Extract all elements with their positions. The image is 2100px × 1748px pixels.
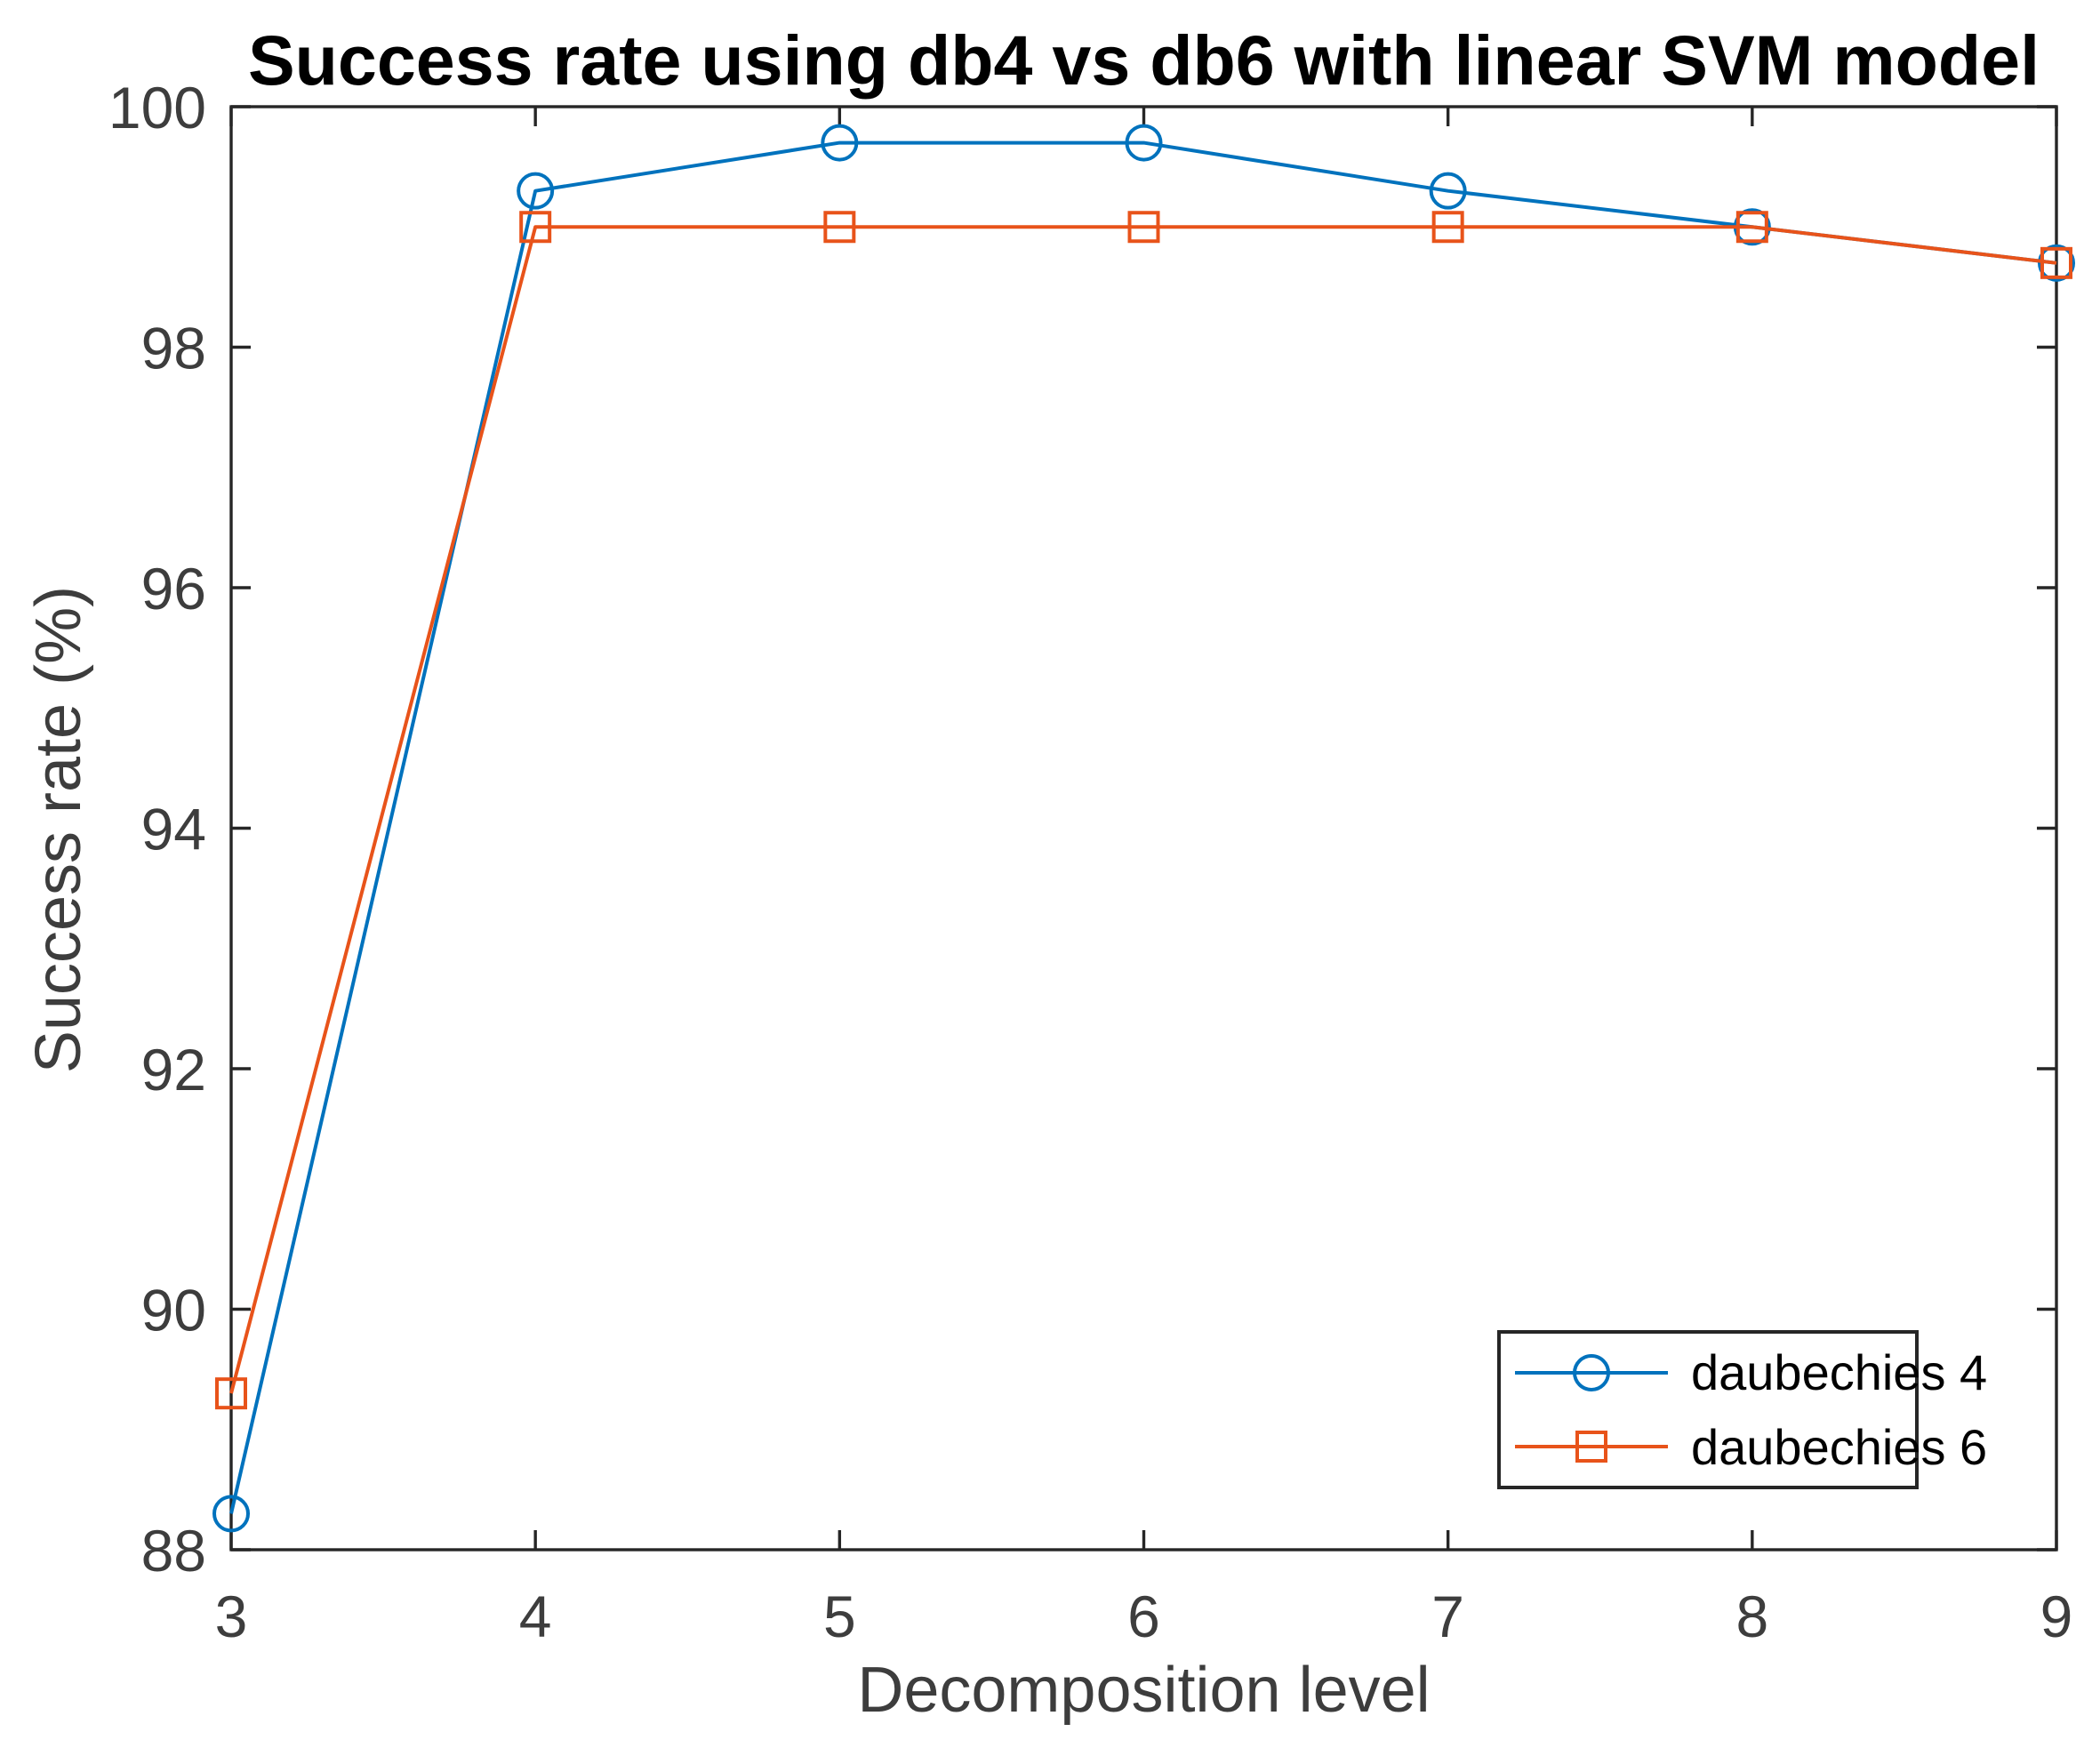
data-point-daubechies-4 [517,172,555,210]
x-axis-tick-label: 9 [2040,1584,2073,1649]
y-axis-tick-label: 96 [141,556,206,621]
x-axis-tick-label: 3 [215,1584,248,1649]
legend-sample-marker [1575,1431,1607,1463]
legend-entry-daubechies-6: daubechies 6 [1501,1411,1987,1482]
legend-label: daubechies 6 [1691,1418,1988,1475]
data-point-daubechies-4 [821,124,859,162]
data-point-daubechies-6 [1127,211,1160,244]
data-point-daubechies-6 [519,211,552,244]
y-axis-tick-label: 98 [141,316,206,381]
data-point-daubechies-6 [823,211,856,244]
x-axis-tick-label: 4 [519,1584,552,1649]
legend-entry-daubechies-4: daubechies 4 [1501,1337,1987,1408]
legend-sample-square-icon [1515,1431,1668,1463]
data-point-daubechies-6 [2040,246,2072,279]
y-axis-tick-label: 90 [141,1278,206,1343]
chart-title: Success rate using db4 vs db6 with linea… [247,20,2040,100]
y-axis-tick-label: 94 [141,797,206,862]
legend-sample-circle-icon [1515,1353,1668,1391]
legend-sample-marker [1573,1353,1610,1391]
data-point-daubechies-6 [1431,211,1464,244]
x-axis-label: Decomposition level [857,1655,1431,1726]
y-axis-tick-label: 92 [141,1037,206,1103]
data-point-daubechies-4 [1429,172,1467,210]
series-line-daubechies-6 [229,225,2057,1394]
y-axis-tick-label: 88 [141,1518,206,1584]
data-point-daubechies-6 [215,1377,247,1410]
y-axis-label: Success rate (%) [23,585,94,1074]
x-axis-tick-label: 7 [1431,1584,1464,1649]
legend-label: daubechies 4 [1691,1344,1988,1401]
data-point-daubechies-6 [1735,211,1768,244]
x-axis-tick-label: 5 [823,1584,856,1649]
y-axis-tick-label: 100 [108,75,206,140]
x-axis-tick-label: 6 [1127,1584,1160,1649]
data-point-daubechies-4 [1125,124,1163,162]
data-point-daubechies-4 [212,1495,250,1533]
legend: daubechies 4 daubechies 6 [1497,1330,1987,1489]
data-point-daubechies-4 [2038,244,2075,282]
x-axis-tick-label: 8 [1735,1584,1768,1649]
